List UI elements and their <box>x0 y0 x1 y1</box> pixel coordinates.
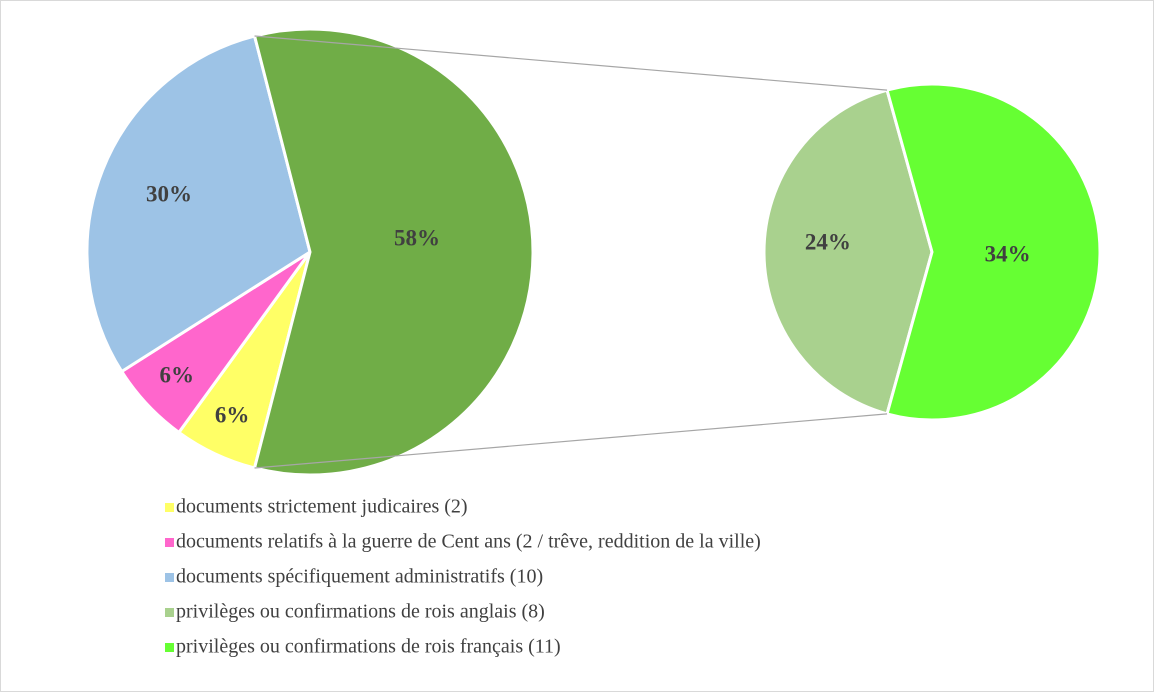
connector-line <box>254 413 888 469</box>
legend-label: privilèges ou confirmations de rois fran… <box>176 636 561 658</box>
legend-swatch <box>165 643 174 652</box>
legend-label: documents strictement judicaires (2) <box>176 496 468 518</box>
pie-slice <box>252 27 535 477</box>
legend-swatch <box>165 538 174 547</box>
slice-label: 30% <box>146 181 192 206</box>
slice-label: 58% <box>394 225 440 250</box>
slice-label: 34% <box>985 241 1031 266</box>
pie-slice <box>885 82 1102 422</box>
connector-line <box>254 35 888 91</box>
slice-label: 6% <box>215 403 250 428</box>
legend-swatch <box>165 608 174 617</box>
pie-slice <box>85 34 312 374</box>
legend-swatch <box>165 503 174 512</box>
legend-swatch <box>165 573 174 582</box>
legend-label: documents relatifs à la guerre de Cent a… <box>176 531 761 553</box>
pie-slice <box>762 88 934 416</box>
legend-label: documents spécifiquement administratifs … <box>176 566 543 588</box>
legend-label: privilèges ou confirmations de rois angl… <box>176 601 545 623</box>
slice-label: 24% <box>805 229 851 254</box>
slice-label: 6% <box>159 362 194 387</box>
